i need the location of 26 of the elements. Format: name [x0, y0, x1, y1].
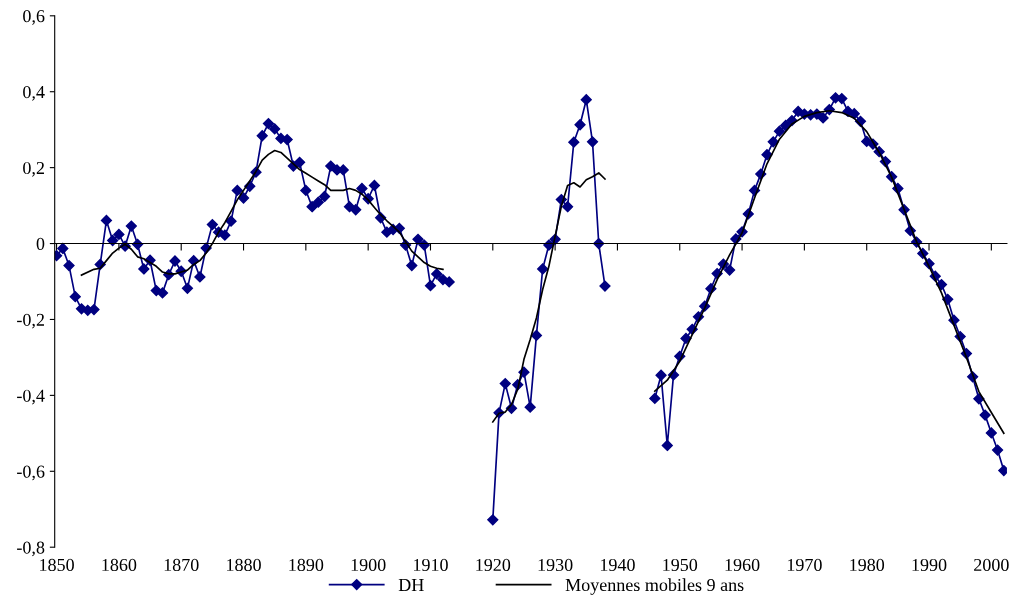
x-tick-label: 1960	[725, 558, 760, 572]
x-tick-label: 1880	[227, 558, 261, 572]
legend-label: DH	[398, 579, 424, 591]
x-tick-label: 1970	[787, 558, 822, 572]
x-tick-label: 1930	[538, 558, 573, 572]
x-tick-label: 1850	[40, 558, 74, 572]
x-tick-label: 1990	[912, 558, 947, 572]
x-tick-label: 1890	[289, 558, 324, 572]
legend-label: Moyennes mobiles 9 ans	[565, 578, 744, 595]
y-tick-label: 0,4	[23, 85, 45, 101]
x-tick-label: 1900	[351, 558, 386, 572]
x-tick-label: 2000	[974, 558, 1009, 572]
x-tick-label: 1860	[102, 558, 137, 572]
y-tick-label: -0,6	[17, 465, 45, 481]
x-tick-label: 1870	[164, 558, 199, 572]
y-tick-label: 0,2	[23, 161, 44, 177]
y-tick-label: 0	[36, 237, 45, 250]
x-tick-label: 1910	[414, 558, 448, 572]
x-tick-label: 1940	[600, 558, 635, 572]
x-tick-label: 1950	[663, 558, 698, 572]
y-tick-label: -0,8	[17, 541, 45, 557]
y-tick-label: 0,6	[23, 10, 45, 25]
y-tick-label: -0,4	[17, 389, 45, 405]
x-tick-label: 1920	[476, 558, 511, 572]
x-tick-label: 1980	[850, 558, 885, 572]
y-tick-label: -0,2	[17, 313, 44, 329]
